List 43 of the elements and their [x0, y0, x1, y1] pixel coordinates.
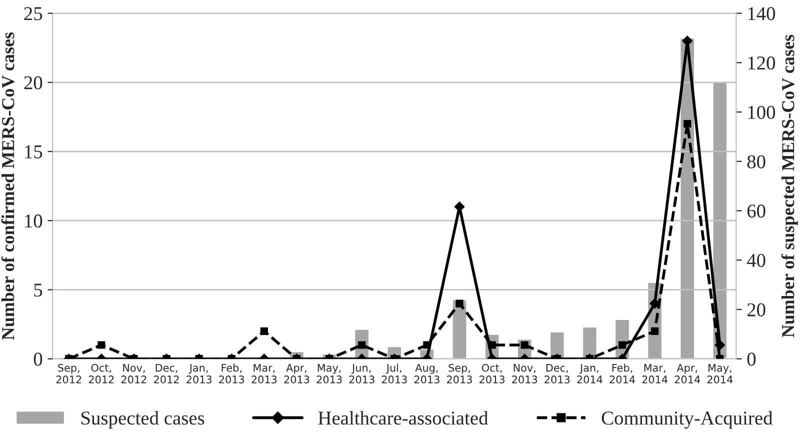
- x-tick-label: Aug, 2013: [414, 364, 440, 384]
- x-tick-label: Jun, 2013: [349, 364, 374, 384]
- x-tick-label: Jan, 2013: [186, 364, 212, 384]
- y2-tick-label: 20: [747, 303, 766, 316]
- bar: [451, 298, 468, 359]
- y-tick-label: 20: [24, 76, 42, 90]
- y-tick-label: 15: [25, 145, 42, 158]
- x-tick-label: Nov, 2012: [121, 364, 146, 384]
- y-tick-label: 0: [34, 352, 42, 366]
- y-tick-label: 10: [25, 214, 42, 228]
- x-tick-label: Mar, 2014: [642, 364, 668, 384]
- y2-tick-label: 80: [747, 155, 766, 168]
- x-tick-label: Apr, 2014: [674, 364, 700, 384]
- x-tick-label: May, 2014: [707, 364, 733, 384]
- x-tick-label: Jan, 2014: [577, 364, 602, 384]
- x-tick-label: Oct, 2012: [88, 364, 114, 384]
- y2-axis-title: Number of suspected MERS-CoV cases: [781, 34, 798, 338]
- legend-label: Healthcare-associated: [318, 411, 488, 425]
- y2-tick-label: 100: [748, 106, 776, 119]
- x-tick-label: Mar, 2013: [252, 364, 277, 384]
- legend-label: Community-Acquired: [602, 411, 773, 429]
- x-tick-label: Sep, 2012: [56, 364, 82, 384]
- x-tick-label: Dec, 2013: [544, 364, 570, 384]
- x-tick-label: Feb, 2014: [610, 364, 635, 384]
- y2-tick-label: 0: [747, 352, 756, 366]
- x-tick-label: Dec, 2012: [154, 364, 179, 384]
- x-tick-label: May, 2013: [316, 364, 342, 384]
- y2-tick-label: 60: [747, 204, 766, 218]
- x-tick-label: Oct, 2013: [480, 364, 504, 384]
- y2-tick-label: 120: [748, 56, 776, 70]
- point: [684, 120, 692, 128]
- y2-tick-label: 40: [746, 254, 766, 268]
- y-tick-label: 5: [34, 284, 42, 297]
- x-tick-label: Feb, 2013: [219, 364, 244, 384]
- x-tick-label: Apr, 2013: [284, 364, 310, 384]
- x-tick-label: Sep, 2013: [447, 364, 472, 384]
- bar: [712, 82, 728, 359]
- y-tick-label: 25: [24, 7, 42, 20]
- x-tick-label: Jul, 2013: [382, 364, 407, 384]
- x-tick-label: Nov, 2013: [512, 364, 538, 384]
- legend-label: Suspected cases: [81, 411, 204, 429]
- y-axis-title: Number of confirmed MERS-CoV cases: [1, 32, 14, 340]
- y2-tick-label: 140: [748, 7, 776, 20]
